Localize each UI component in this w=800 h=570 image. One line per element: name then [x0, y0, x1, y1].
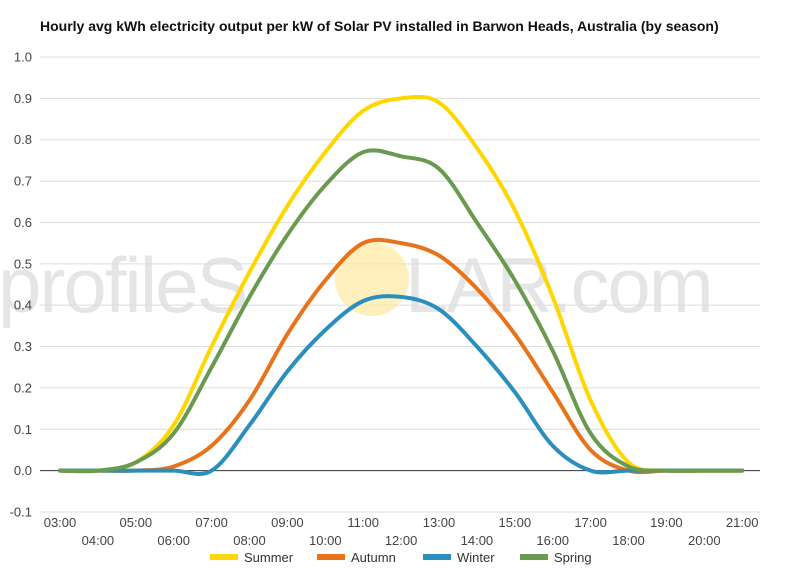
- x-tick-label: 04:00: [82, 533, 115, 548]
- legend-label-winter: Winter: [457, 550, 495, 565]
- x-tick-label: 14:00: [461, 533, 494, 548]
- legend-swatch-summer: [210, 554, 238, 560]
- legend-swatch-autumn: [317, 554, 345, 560]
- y-tick-label: 0.5: [14, 256, 32, 271]
- x-tick-label: 13:00: [423, 515, 456, 530]
- x-tick-label: 21:00: [726, 515, 759, 530]
- y-tick-label: 0.9: [14, 91, 32, 106]
- x-tick-label: 18:00: [612, 533, 645, 548]
- legend-label-spring: Spring: [554, 550, 592, 565]
- x-tick-label: 06:00: [157, 533, 190, 548]
- watermark: profileS LAR.com: [0, 241, 714, 329]
- y-tick-label: 0.3: [14, 339, 32, 354]
- legend-label-autumn: Autumn: [351, 550, 396, 565]
- x-tick-label: 08:00: [233, 533, 266, 548]
- x-tick-label: 15:00: [499, 515, 532, 530]
- y-tick-label: -0.1: [10, 505, 32, 520]
- watermark-text-left: profileS: [0, 241, 246, 329]
- x-tick-label: 10:00: [309, 533, 342, 548]
- x-tick-label: 07:00: [195, 515, 228, 530]
- x-tick-label: 20:00: [688, 533, 721, 548]
- x-tick-label: 17:00: [574, 515, 607, 530]
- series-line-winter: [58, 294, 745, 476]
- y-tick-label: 0.0: [14, 463, 32, 478]
- y-tick-label: 0.4: [14, 298, 32, 313]
- x-tick-label: 05:00: [120, 515, 153, 530]
- legend-swatch-winter: [423, 554, 451, 560]
- x-tick-label: 03:00: [44, 515, 77, 530]
- y-tick-label: 0.2: [14, 380, 32, 395]
- legend: Summer Autumn Winter Spring: [210, 550, 592, 565]
- watermark-sun: [335, 242, 409, 316]
- x-tick-label: 16:00: [536, 533, 569, 548]
- y-tick-label: 0.7: [14, 174, 32, 189]
- x-tick-label: 11:00: [347, 515, 379, 530]
- y-tick-label: 0.1: [14, 422, 32, 437]
- series-line-spring: [58, 148, 745, 474]
- x-axis: 03:00 04:00 05:00 06:00 07:00 08:00 09:00 10:00…: [44, 515, 759, 548]
- grid-lines: [40, 56, 760, 513]
- series-lines: [58, 94, 745, 476]
- legend-swatch-spring: [520, 554, 548, 560]
- y-tick-label: 1.0: [14, 50, 32, 65]
- x-tick-label: 19:00: [650, 515, 683, 530]
- y-tick-label: 0.8: [14, 132, 32, 147]
- x-tick-label: 12:00: [385, 533, 418, 548]
- legend-label-summer: Summer: [244, 550, 294, 565]
- x-tick-label: 09:00: [271, 515, 304, 530]
- chart-title: Hourly avg kWh electricity output per kW…: [40, 18, 719, 34]
- y-axis: -0.1 0.0 0.1 0.2 0.3 0.4 0.5 0.6 0.7 0.8 0.9 1.0: [10, 50, 32, 520]
- series-line-summer: [58, 94, 745, 474]
- y-tick-label: 0.6: [14, 215, 32, 230]
